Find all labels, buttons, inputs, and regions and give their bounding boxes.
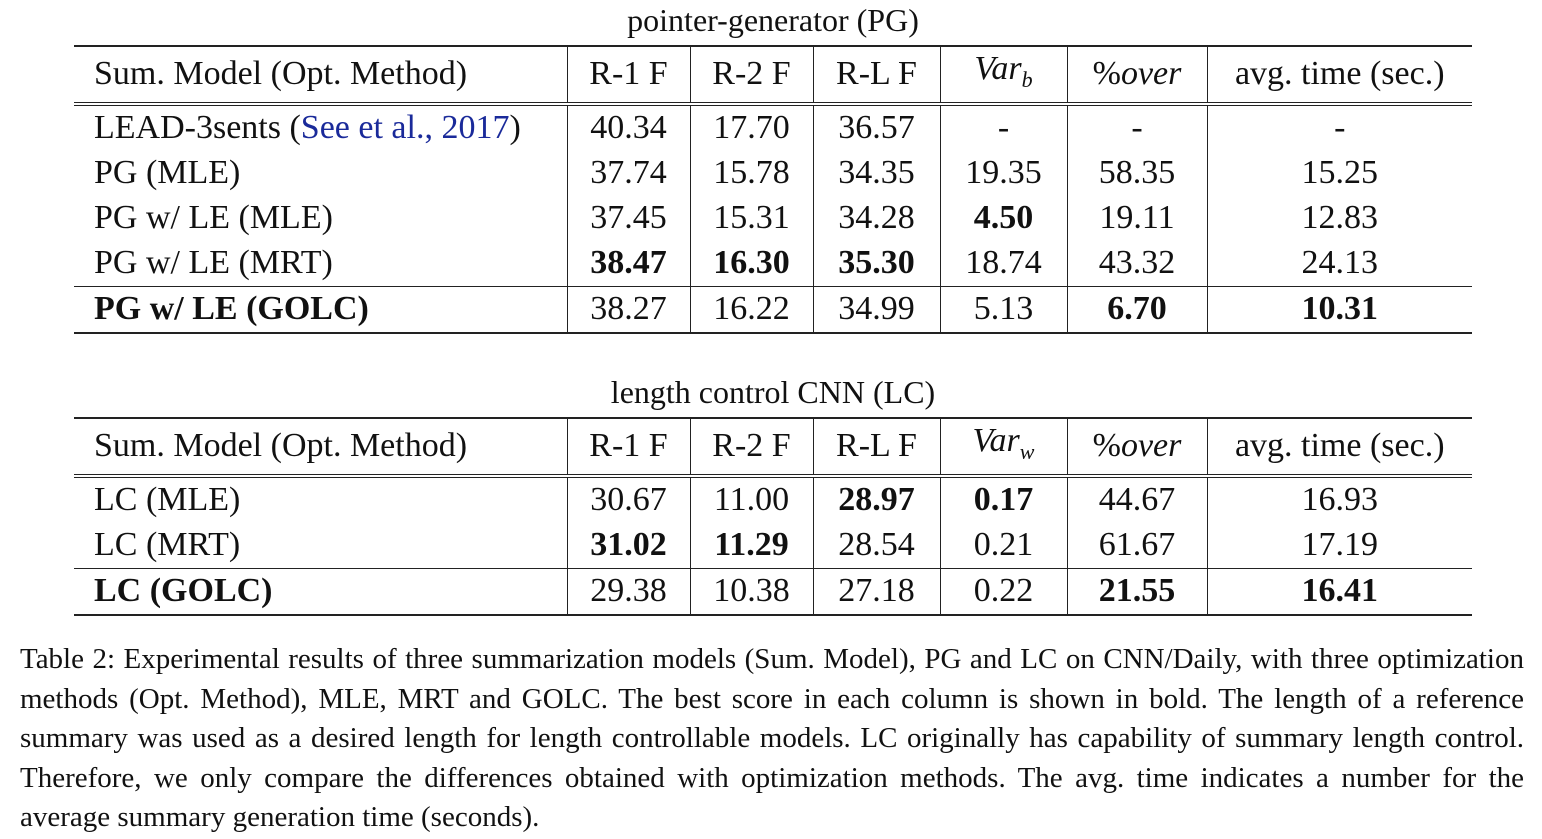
value-cell: 11.29 <box>689 522 813 569</box>
column-header: R-1 F <box>566 417 690 476</box>
value-cell: 40.34 <box>566 103 690 151</box>
value-cell: 34.35 <box>812 150 940 196</box>
value-cell: 18.74 <box>939 240 1067 287</box>
table-row: PG w/ LE (MLE) 37.45 15.31 34.28 4.50 19.11 12… <box>74 195 1472 241</box>
value-cell: 34.28 <box>812 195 940 241</box>
value-cell: 16.93 <box>1206 475 1472 523</box>
value-cell: 44.67 <box>1066 475 1207 523</box>
value-cell: 16.22 <box>689 285 813 334</box>
column-header: R-2 F <box>689 45 813 104</box>
table-caption: Table 2: Experimental results of three s… <box>20 643 1524 833</box>
value-cell: 58.35 <box>1066 150 1207 196</box>
column-header: avg. time (sec.) <box>1206 417 1472 476</box>
value-cell: 61.67 <box>1066 522 1207 569</box>
value-cell: - <box>1066 103 1207 151</box>
model-name-cell: LC (GOLC) <box>74 567 567 616</box>
value-cell: 0.17 <box>939 475 1067 523</box>
value-cell: 10.31 <box>1206 285 1472 334</box>
value-cell: 6.70 <box>1066 285 1207 334</box>
value-cell: 37.45 <box>566 195 690 241</box>
value-cell: 30.67 <box>566 475 690 523</box>
value-cell: 16.30 <box>689 240 813 287</box>
table-row: LC (MRT) 31.02 11.29 28.54 0.21 61.67 17.19 <box>74 522 1472 569</box>
value-cell: 35.30 <box>812 240 940 287</box>
value-cell: 34.99 <box>812 285 940 334</box>
value-cell: 19.35 <box>939 150 1067 196</box>
model-name-cell: PG w/ LE (GOLC) <box>74 285 567 334</box>
table-row: LC (GOLC) 29.38 10.38 27.18 0.22 21.55 16.41 <box>74 567 1472 616</box>
model-name-cell: LC (MLE) <box>94 481 241 519</box>
value-cell: 17.70 <box>689 103 813 151</box>
column-header: R-2 F <box>689 417 813 476</box>
table-row: PG w/ LE (MRT) 38.47 16.30 35.30 18.74 43.32 2… <box>74 240 1472 287</box>
value-cell: 24.13 <box>1206 240 1472 287</box>
value-cell: 28.54 <box>812 522 940 569</box>
model-name-cell: PG (MLE) <box>94 154 241 192</box>
column-header: Sum. Model (Opt. Method) <box>74 417 567 476</box>
value-cell: 0.22 <box>939 567 1067 616</box>
value-cell: 4.50 <box>939 195 1067 241</box>
column-header: Varw <box>939 417 1067 476</box>
column-header: R-L F <box>812 417 940 476</box>
value-cell: 29.38 <box>566 567 690 616</box>
table-row: PG (MLE) 37.74 15.78 34.35 19.35 58.35 15.25 <box>74 150 1472 196</box>
value-cell: 27.18 <box>812 567 940 616</box>
column-header: R-L F <box>812 45 940 104</box>
value-cell: 19.11 <box>1066 195 1207 241</box>
value-cell: 15.25 <box>1206 150 1472 196</box>
value-cell: 28.97 <box>812 475 940 523</box>
column-header: %over <box>1066 417 1207 476</box>
value-cell: 10.38 <box>689 567 813 616</box>
column-header: Varb <box>939 45 1067 104</box>
table-row: LEAD-3sents (See et al., 2017) 40.34 17.70… <box>74 103 1472 151</box>
column-header: %over <box>1066 45 1207 104</box>
value-cell: 11.00 <box>689 475 813 523</box>
model-name-cell: LEAD-3sents (See et al., 2017) <box>94 109 521 147</box>
table-title-pg: pointer-generator (PG) <box>627 2 919 38</box>
value-cell: 15.31 <box>689 195 813 241</box>
citation-link[interactable]: See et al., 2017 <box>300 109 510 147</box>
value-cell: 43.32 <box>1066 240 1207 287</box>
model-name-cell: PG w/ LE (MLE) <box>94 199 333 237</box>
value-cell: 31.02 <box>566 522 690 569</box>
value-cell: 12.83 <box>1206 195 1472 241</box>
value-cell: - <box>939 103 1067 151</box>
value-cell: 37.74 <box>566 150 690 196</box>
value-cell: 17.19 <box>1206 522 1472 569</box>
column-header: R-1 F <box>566 45 690 104</box>
value-cell: - <box>1206 103 1472 151</box>
value-cell: 16.41 <box>1206 567 1472 616</box>
value-cell: 15.78 <box>689 150 813 196</box>
model-name-cell: PG w/ LE (MRT) <box>94 244 333 282</box>
model-name-cell: LC (MRT) <box>94 526 241 564</box>
column-header: Sum. Model (Opt. Method) <box>74 45 567 104</box>
table-row: LC (MLE) 30.67 11.00 28.97 0.17 44.67 16.93 <box>74 475 1472 523</box>
table-title-lc: length control CNN (LC) <box>610 374 936 410</box>
value-cell: 21.55 <box>1066 567 1207 616</box>
value-cell: 36.57 <box>812 103 940 151</box>
table-row: PG w/ LE (GOLC) 38.27 16.22 34.99 5.13 6.70 10… <box>74 285 1472 334</box>
value-cell: 5.13 <box>939 285 1067 334</box>
value-cell: 38.27 <box>566 285 690 334</box>
value-cell: 38.47 <box>566 240 690 287</box>
column-header: avg. time (sec.) <box>1206 45 1472 104</box>
value-cell: 0.21 <box>939 522 1067 569</box>
